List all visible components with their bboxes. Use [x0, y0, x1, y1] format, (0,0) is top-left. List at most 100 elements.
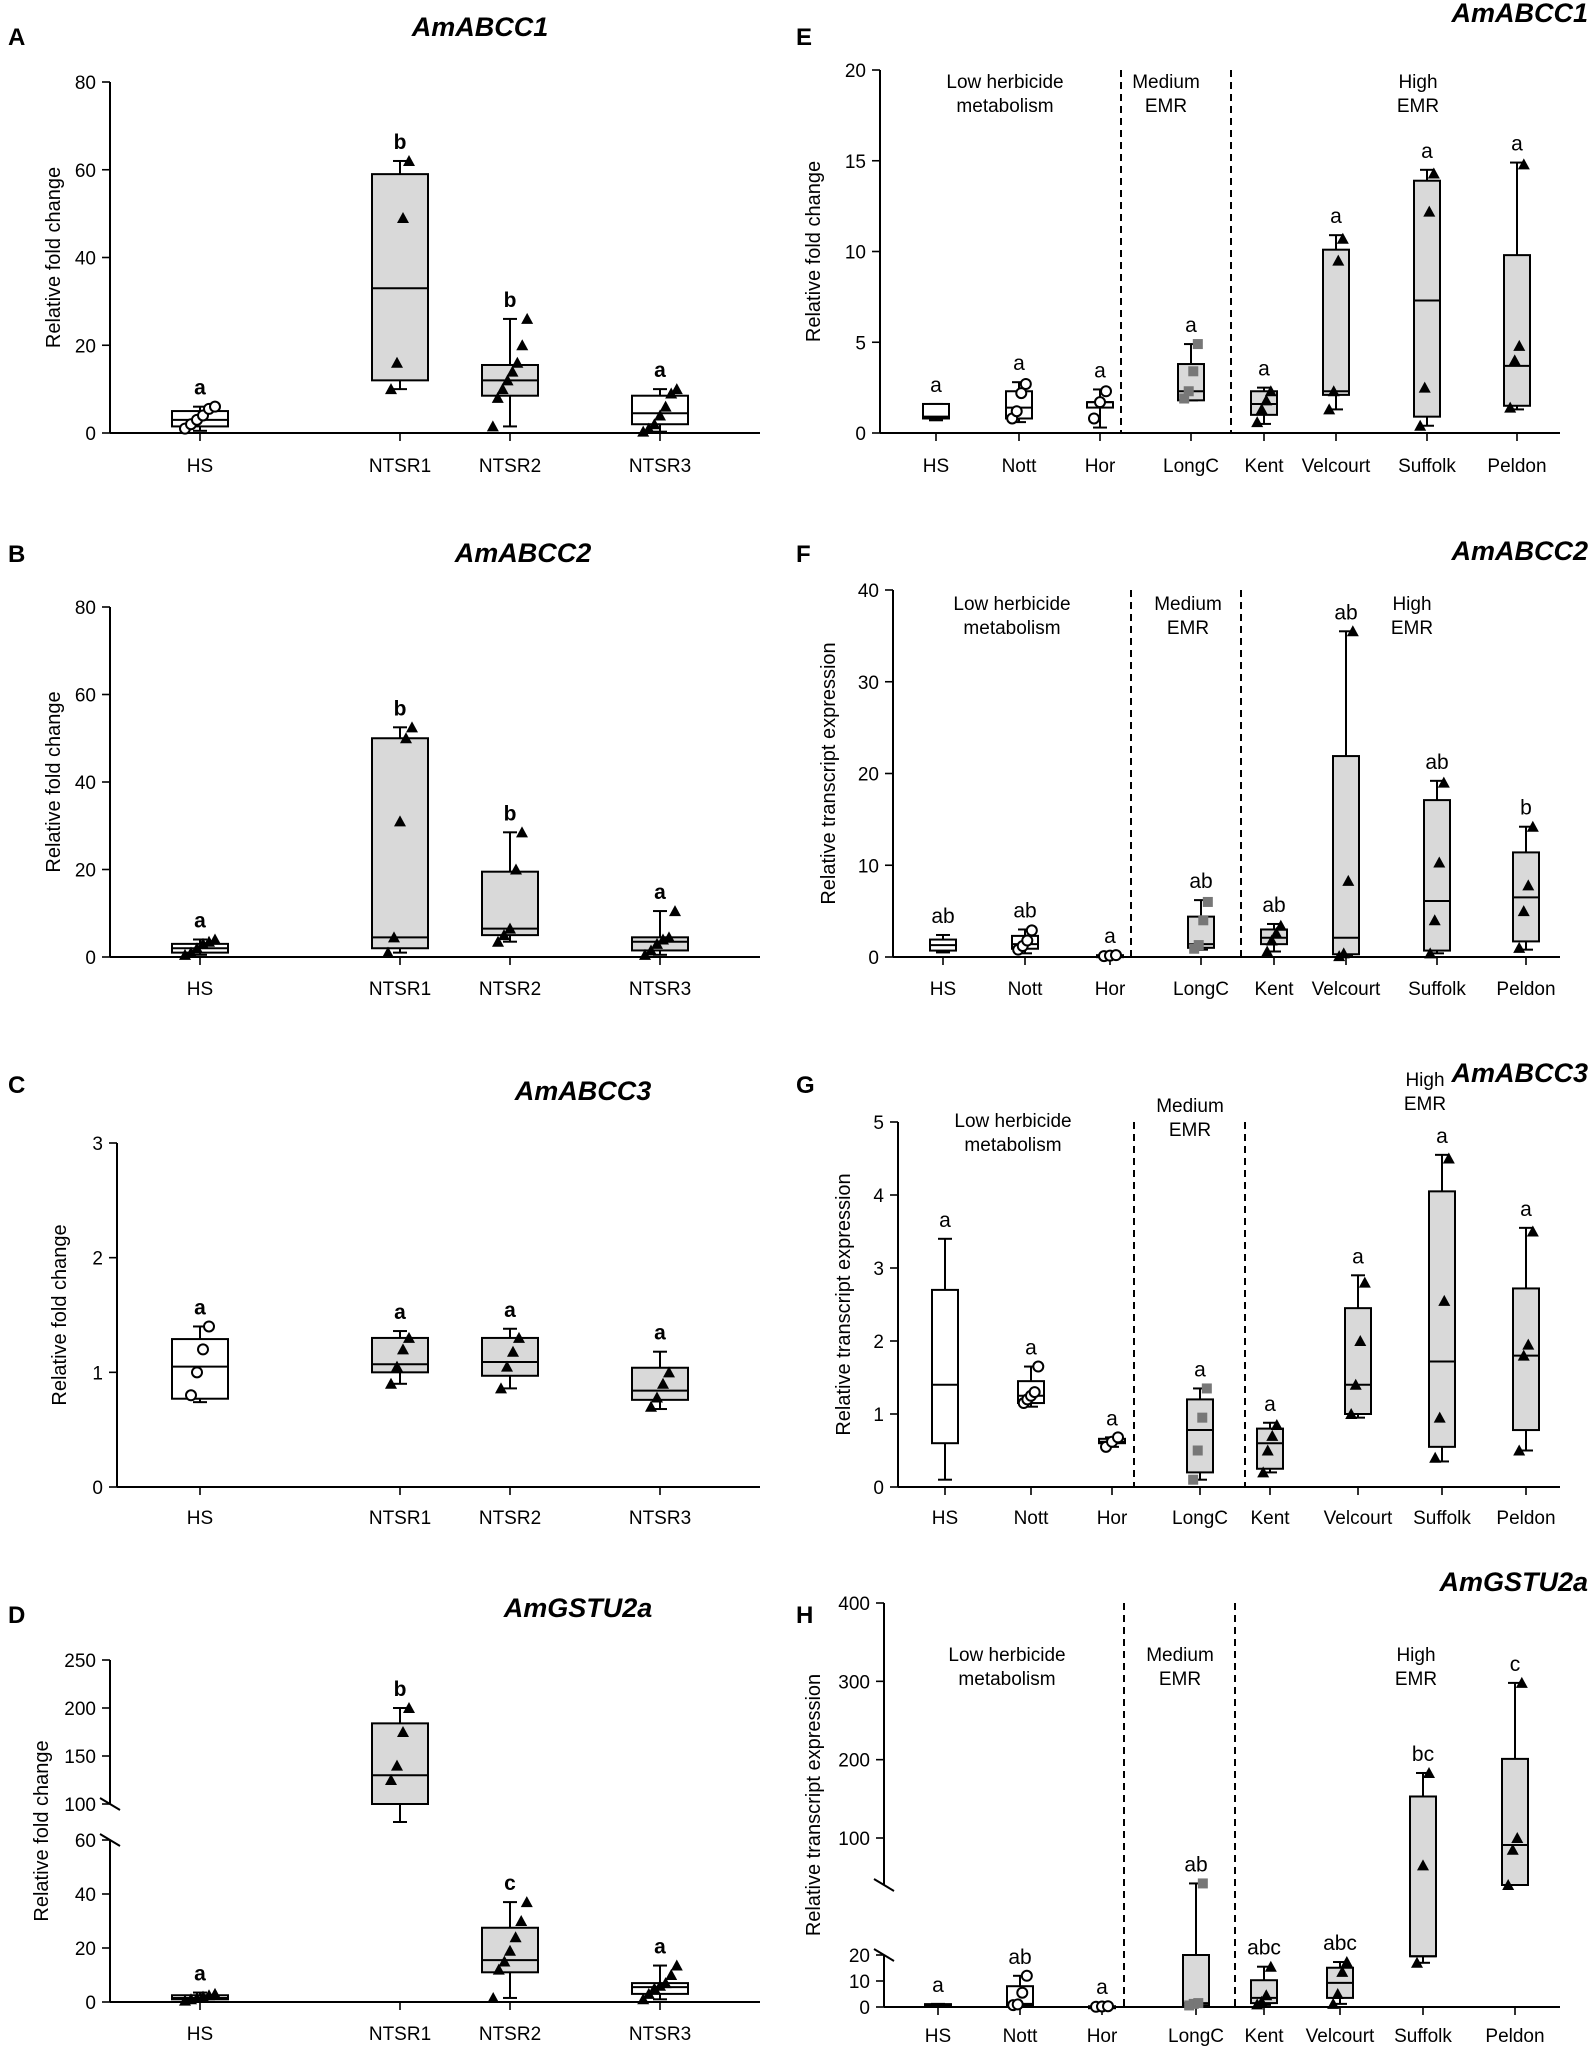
y-tick-label: 40	[75, 1885, 96, 1906]
box-plot-ntsr3: a	[631, 881, 689, 960]
group-label: Low herbicide metabolism	[948, 1645, 1065, 1690]
x-tick-label: NTSR3	[629, 979, 691, 1000]
y-tick-label: 1	[873, 1405, 884, 1426]
significance-letter: b	[394, 131, 407, 154]
x-tick-label: Nott	[1003, 2026, 1039, 2047]
y-tick-label: 300	[838, 1672, 870, 1693]
data-point	[1265, 934, 1278, 946]
data-point	[659, 1977, 672, 1989]
y-tick-label: 60	[75, 161, 96, 182]
x-tick-label: Peldon	[1485, 2026, 1544, 2047]
box-plot-ntsr3: a	[631, 359, 689, 437]
data-point	[1260, 394, 1273, 406]
data-point	[209, 1987, 221, 1999]
significance-letter: a	[1330, 205, 1342, 228]
box-plot-longc: a	[1186, 1358, 1214, 1485]
x-tick-label: LongC	[1172, 1508, 1228, 1529]
significance-letter: abc	[1247, 1937, 1281, 1960]
x-tick-label: NTSR2	[479, 979, 541, 1000]
data-point	[645, 1400, 657, 1412]
data-point	[1526, 1225, 1539, 1237]
significance-letter: a	[194, 377, 206, 400]
y-tick-label: 40	[858, 581, 879, 602]
data-point	[657, 1377, 669, 1389]
data-point	[1515, 1676, 1528, 1688]
y-tick-label: 200	[64, 1699, 96, 1720]
panel-letter: D	[8, 1602, 25, 1629]
box-plot-longc: ab	[1182, 1853, 1210, 2011]
panel-letter: C	[8, 1072, 25, 1099]
data-point	[520, 1896, 533, 1908]
data-point	[388, 931, 400, 943]
box-plot-ntsr2: b	[481, 802, 539, 947]
y-tick-label: 20	[75, 336, 96, 357]
data-point	[1337, 947, 1350, 959]
x-tick-label: NTSR2	[479, 456, 541, 477]
box	[1344, 1307, 1372, 1416]
significance-letter: abc	[1323, 1932, 1357, 1955]
box	[1423, 799, 1451, 952]
box	[1428, 1190, 1456, 1448]
data-point	[1201, 1383, 1212, 1394]
data-point	[670, 1959, 683, 1971]
box	[1409, 1795, 1437, 1958]
data-point	[501, 374, 514, 386]
data-point	[1016, 1986, 1029, 1999]
y-tick-label: 5	[873, 1113, 884, 1134]
data-point	[191, 1366, 203, 1379]
panel-letter: H	[796, 1602, 813, 1629]
y-tick-label: 60	[75, 1831, 96, 1852]
x-tick-label: Velcourt	[1312, 979, 1381, 1000]
box-plot-velcourt: a	[1322, 205, 1350, 415]
x-tick-label: NTSR1	[369, 979, 431, 1000]
data-point	[1522, 1338, 1535, 1350]
data-point	[1423, 1766, 1435, 1778]
data-point	[1336, 1965, 1349, 1977]
x-tick-label: NTSR1	[369, 456, 431, 477]
box-plot-hs: a	[931, 1209, 959, 1481]
box-plot-hs: a	[171, 910, 229, 960]
box-plot-hor: a	[1086, 359, 1114, 429]
data-point	[1274, 919, 1287, 931]
box-plot-longc: a	[1177, 314, 1205, 404]
group-label: Low herbicide metabolism	[946, 72, 1063, 117]
x-tick-label: NTSR3	[629, 1508, 691, 1529]
y-axis-label: Relative fold change	[43, 691, 65, 872]
data-point	[403, 1702, 415, 1713]
y-tick-label: 40	[75, 249, 96, 270]
box-plot-hor: a	[1096, 925, 1124, 963]
data-point	[1333, 950, 1346, 962]
chart-title: AmGSTU2a	[1438, 1567, 1588, 1597]
box-plot-kent: abc	[1247, 1937, 1281, 2010]
data-point	[1427, 167, 1440, 179]
data-point	[1264, 1960, 1277, 1972]
data-point	[511, 356, 524, 368]
box-plot-nott: ab	[1006, 1946, 1034, 2012]
panel-letter: A	[8, 24, 25, 51]
y-tick-label: 200	[838, 1751, 870, 1772]
x-tick-label: Suffolk	[1398, 456, 1456, 477]
significance-letter: ab	[1189, 870, 1212, 893]
data-point	[1508, 354, 1521, 366]
data-point	[1193, 940, 1204, 951]
y-tick-label: 0	[85, 424, 96, 445]
y-tick-label: 80	[75, 73, 96, 94]
data-point	[1088, 412, 1100, 425]
data-point	[515, 1915, 528, 1926]
box-plot-ntsr3: a	[631, 1322, 689, 1412]
data-point	[637, 425, 650, 437]
panel-letter: B	[8, 541, 25, 568]
box-plot-suffolk: a	[1428, 1125, 1456, 1463]
significance-letter: a	[1511, 133, 1523, 156]
data-point	[651, 1391, 663, 1403]
x-tick-label: Kent	[1250, 1508, 1290, 1529]
chart-title: AmABCC2	[1450, 536, 1588, 566]
data-point	[1198, 915, 1209, 926]
x-tick-label: Peldon	[1496, 979, 1555, 1000]
chart-title: AmABCC3	[514, 1076, 652, 1106]
data-point	[642, 422, 655, 434]
group-label: Medium EMR	[1146, 1645, 1214, 1690]
box-plot-ntsr2: a	[481, 1299, 539, 1394]
data-point	[1193, 1998, 1204, 2009]
x-tick-label: HS	[187, 456, 213, 477]
